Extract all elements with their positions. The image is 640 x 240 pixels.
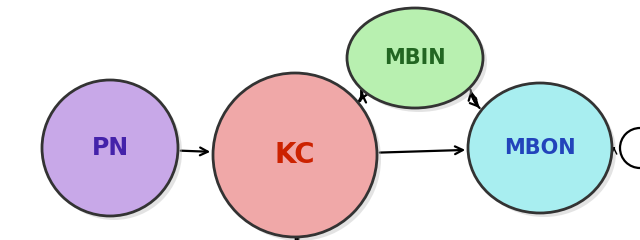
- Ellipse shape: [468, 83, 612, 213]
- Ellipse shape: [217, 77, 381, 240]
- Text: MBON: MBON: [504, 138, 576, 158]
- Ellipse shape: [42, 80, 178, 216]
- Ellipse shape: [46, 84, 182, 220]
- Text: PN: PN: [92, 136, 129, 160]
- Ellipse shape: [347, 8, 483, 108]
- Ellipse shape: [351, 12, 487, 112]
- Ellipse shape: [472, 87, 616, 217]
- Text: MBIN: MBIN: [384, 48, 446, 68]
- Ellipse shape: [213, 73, 377, 237]
- Text: KC: KC: [275, 141, 316, 169]
